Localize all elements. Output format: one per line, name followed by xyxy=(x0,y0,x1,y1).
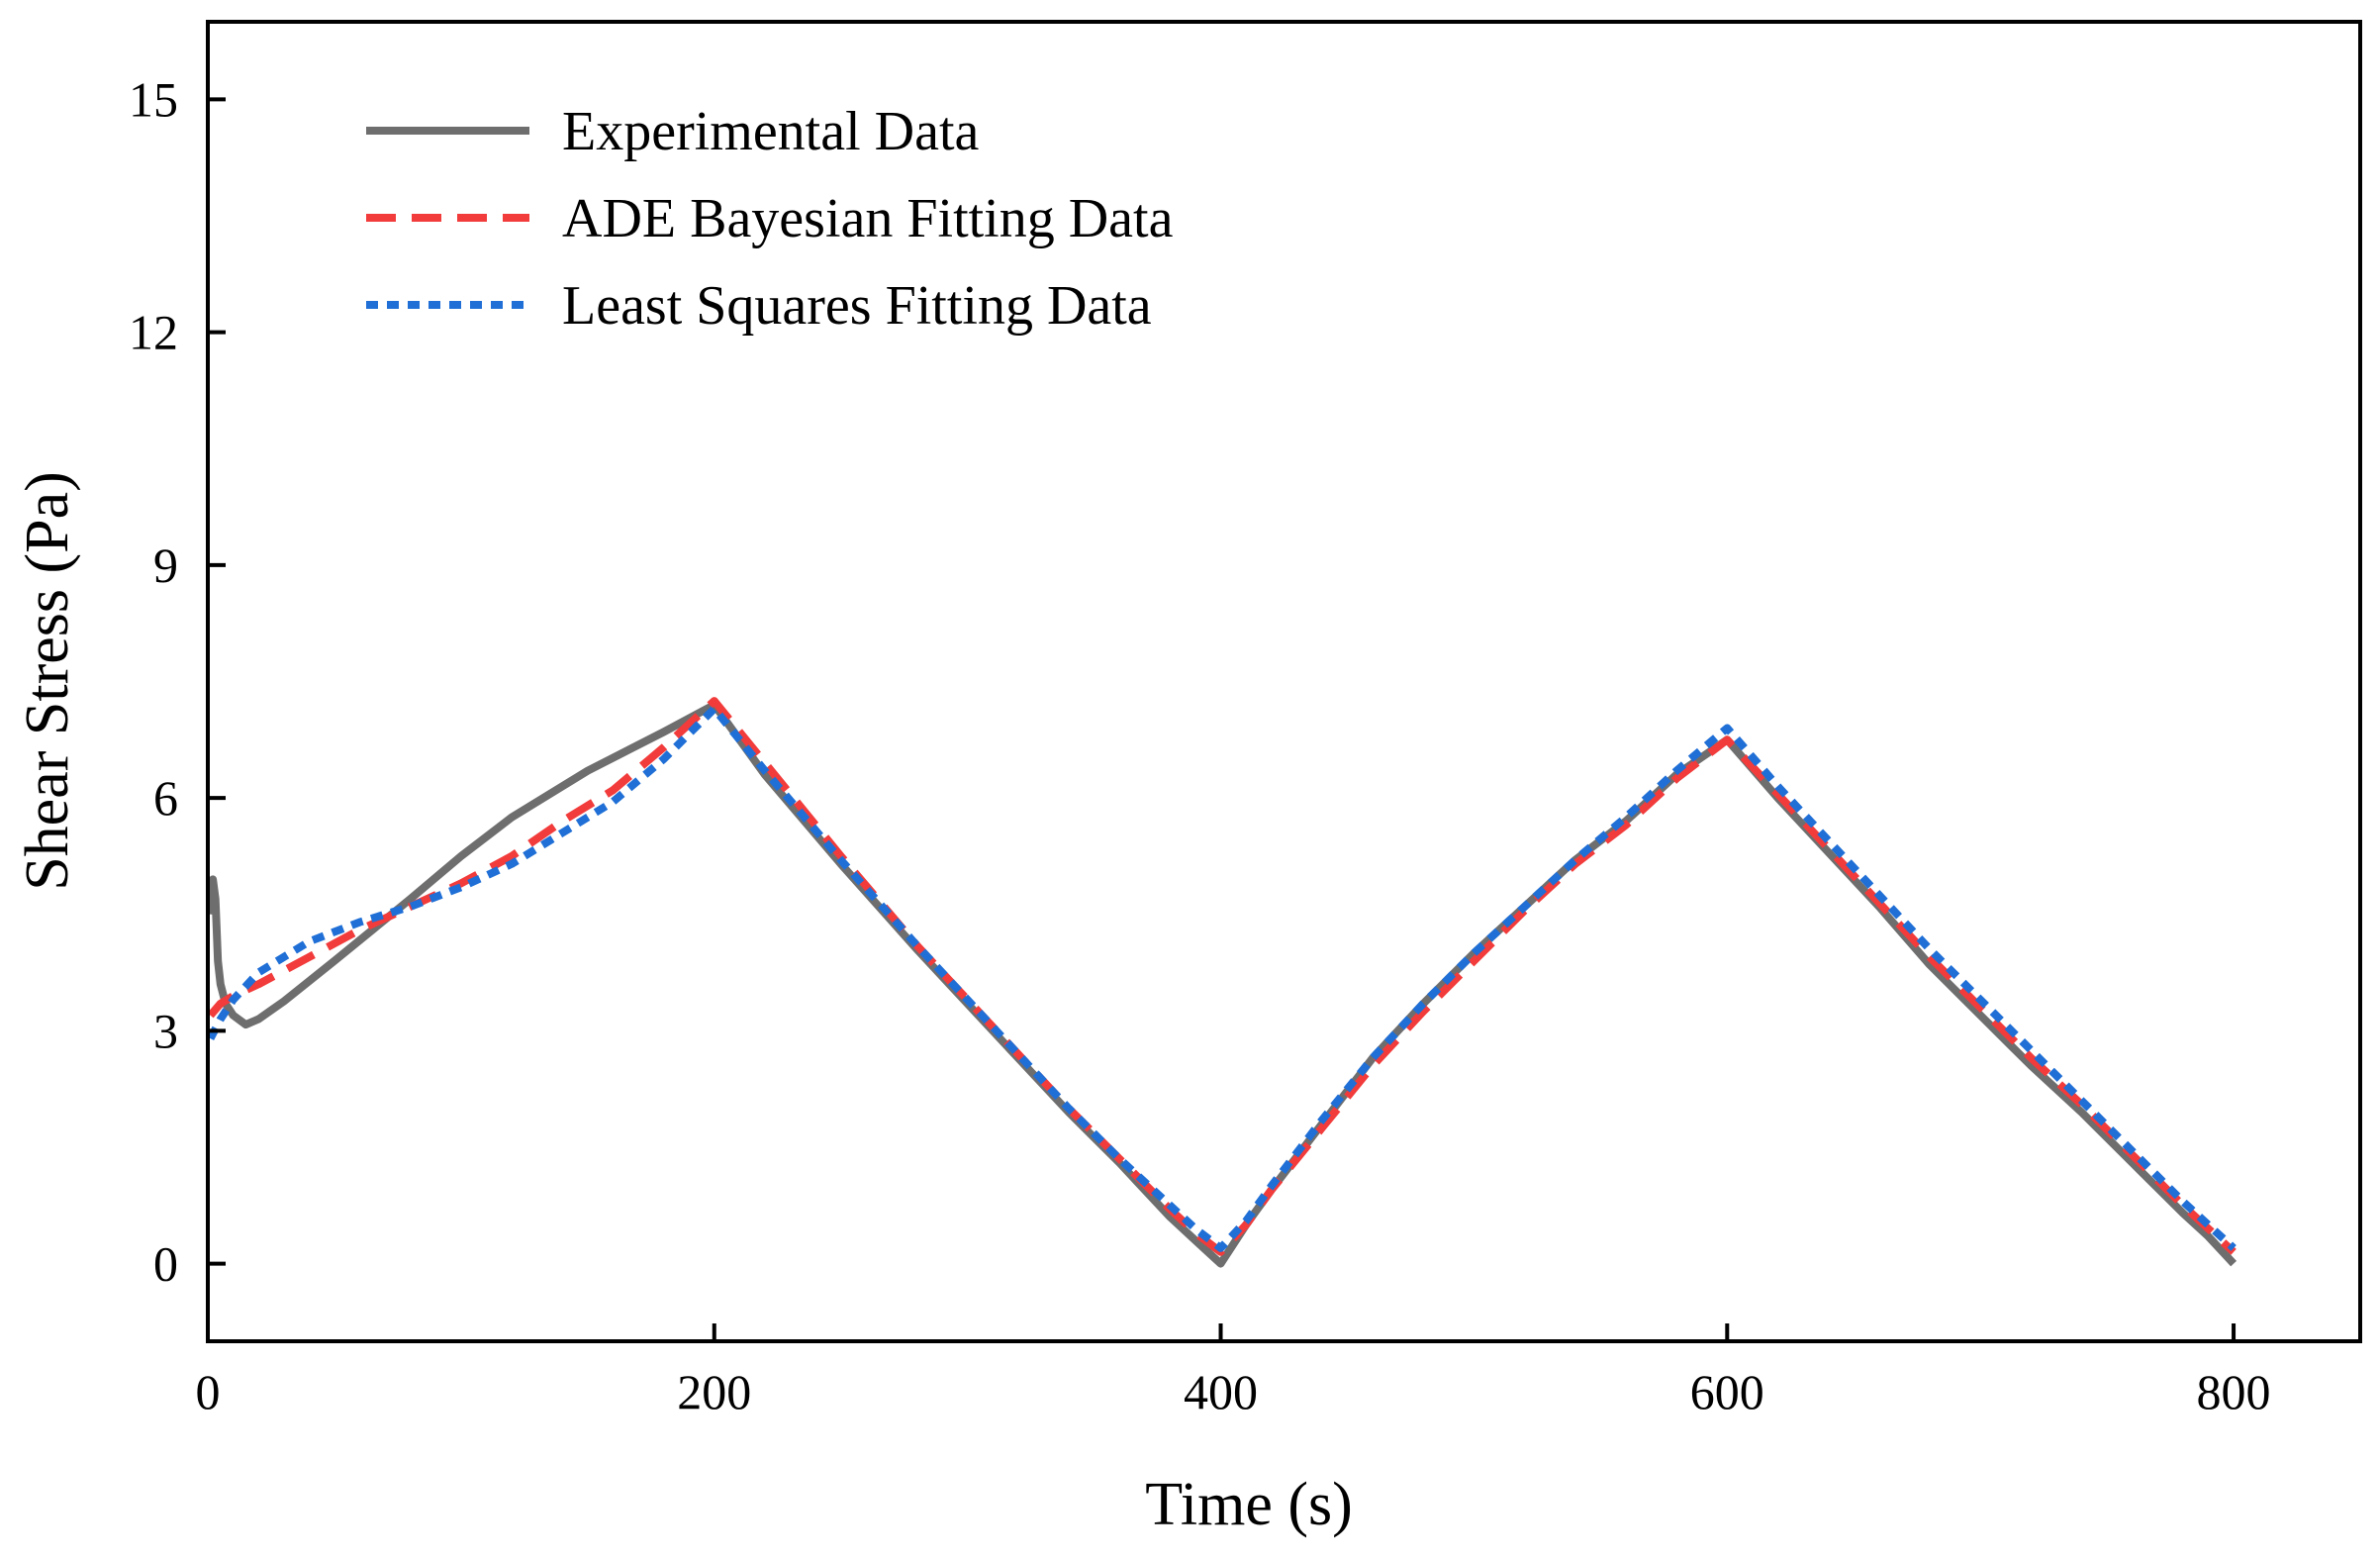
legend: Experimental Data ADE Bayesian Fitting D… xyxy=(366,101,1174,337)
x-tick-label: 800 xyxy=(2197,1364,2271,1419)
series-layer xyxy=(208,697,2237,1268)
series-line-ade-bayesian xyxy=(208,697,2237,1256)
y-tick-label: 12 xyxy=(129,305,178,360)
series-line-experimental xyxy=(208,701,2237,1268)
y-axis-title: Shear Stress (Pa) xyxy=(14,471,81,891)
legend-label-least-squares: Least Squares Fitting Data xyxy=(562,275,1152,337)
y-tick-label: 9 xyxy=(153,537,178,593)
y-tick-label: 3 xyxy=(153,1003,178,1058)
y-tick-label: 15 xyxy=(129,71,178,127)
x-tick-label: 400 xyxy=(1184,1364,1258,1419)
y-tick-label: 0 xyxy=(153,1236,178,1292)
ticks-layer: 0 200 400 600 800 0 3 6 9 12 15 xyxy=(129,71,2271,1419)
x-axis-title: Time (s) xyxy=(1145,1471,1353,1538)
x-tick-label: 600 xyxy=(1690,1364,1764,1419)
series-line-least-squares xyxy=(208,704,2237,1252)
legend-label-experimental: Experimental Data xyxy=(562,101,980,162)
legend-label-ade-bayesian: ADE Bayesian Fitting Data xyxy=(562,188,1174,249)
x-tick-label: 200 xyxy=(677,1364,751,1419)
x-tick-label: 0 xyxy=(196,1364,221,1419)
plot-frame xyxy=(206,20,2362,1343)
y-tick-label: 6 xyxy=(153,770,178,826)
